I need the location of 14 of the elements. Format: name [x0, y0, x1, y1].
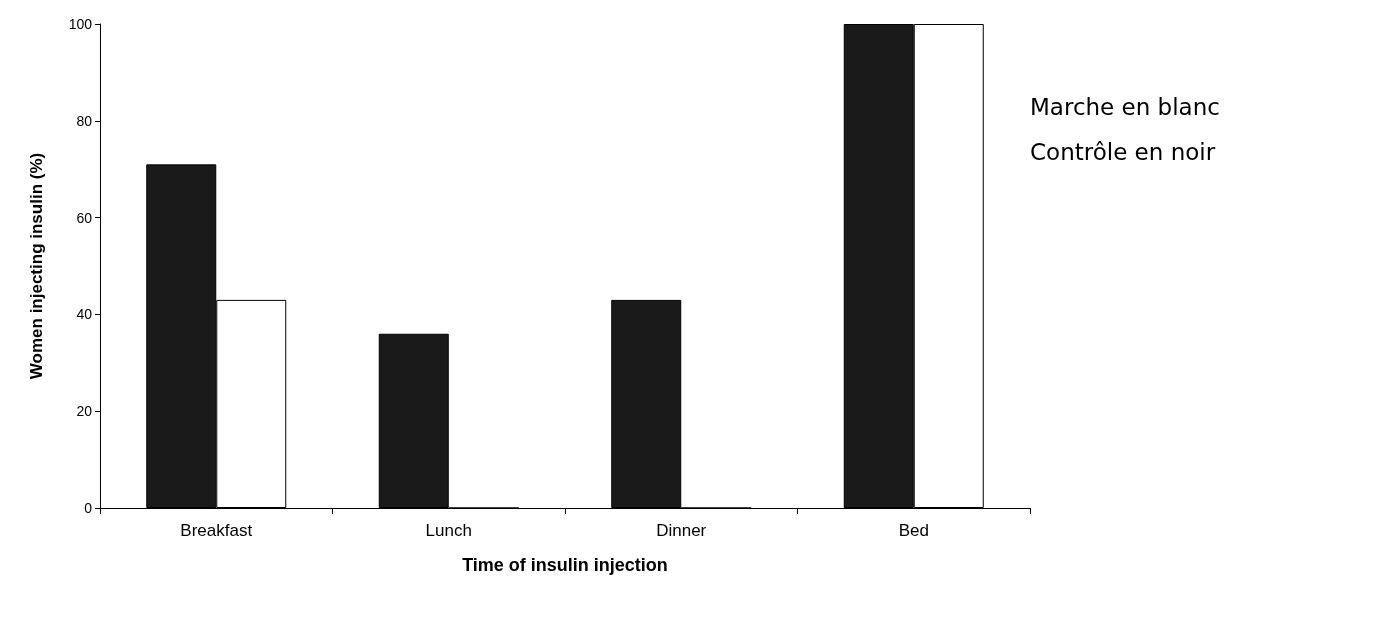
y-tick-label: 60	[76, 209, 93, 226]
y-tick-label: 0	[84, 500, 93, 516]
x-tick-label: Breakfast	[180, 521, 253, 540]
x-tick-label: Lunch	[425, 521, 472, 540]
y-tick-label: 40	[76, 306, 93, 323]
y-tick-label: 20	[76, 403, 93, 420]
annotation: Contrôle en noir	[1030, 138, 1216, 165]
x-tick-label: Bed	[898, 521, 929, 540]
x-axis-title: Time of insulin injection	[462, 555, 668, 575]
y-axis-title: Women injecting insulin (%)	[27, 152, 46, 380]
y-tick-label: 80	[76, 112, 93, 129]
x-tick-label: Dinner	[656, 521, 707, 540]
y-tick-label: 100	[68, 16, 93, 32]
annotation: Marche en blanc	[1030, 93, 1220, 120]
